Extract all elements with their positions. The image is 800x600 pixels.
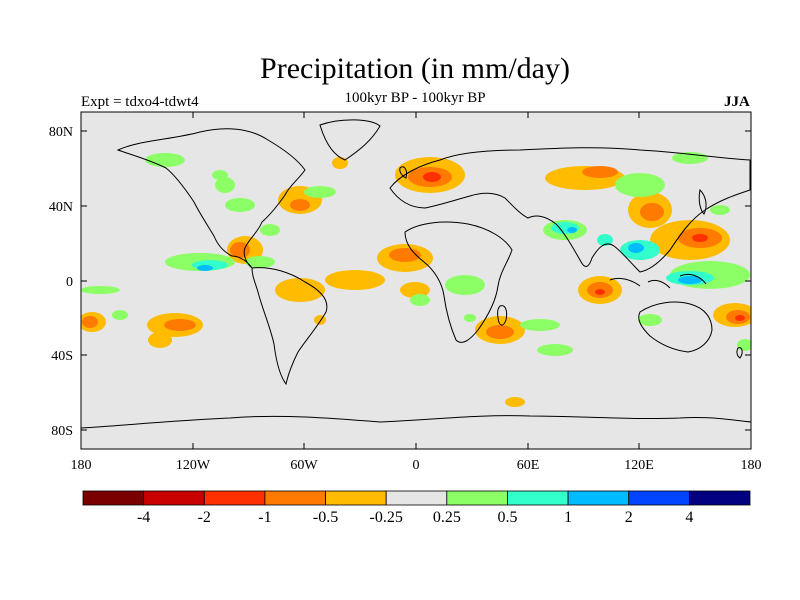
map-subtitle: 100kyr BP - 100kyr BP [344,90,486,106]
lon-label: 0 [413,458,420,473]
colorbar-swatch [143,490,205,506]
colorbar-swatch [628,490,690,506]
colorbar-swatch [567,490,630,506]
lon-label: 180 [71,458,92,473]
experiment-label: Expt = tdxo4-tdwt4 [81,94,199,110]
colorbar-swatch [446,490,508,506]
lon-label: 120W [176,458,211,473]
lat-label: 80N [49,125,73,140]
colorbar-swatch [688,490,751,506]
coastlines [81,119,751,429]
map-title: Precipitation (in mm/day) [260,52,570,85]
colorbar-label: 2 [625,509,633,526]
colorbar-swatch [203,490,266,506]
colorbar: -4 -2 -1 -0.5 -0.25 0.25 0.5 1 2 4 [82,490,751,526]
colorbar-label: 4 [685,509,693,526]
colorbar-swatch [507,490,569,506]
lat-label: 40N [49,200,73,215]
colorbar-swatch [385,490,448,506]
lat-labels: 80N 40N 0 40S 80S [49,125,73,439]
colorbar-swatch [82,490,145,506]
lon-label: 120E [624,458,654,473]
colorbar-label: 0.25 [433,509,461,526]
anomaly-field [81,119,751,429]
colorbar-label: -0.25 [370,509,403,526]
lat-label: 40S [51,349,73,364]
colorbar-swatch [264,490,326,506]
lon-label: 180 [741,458,762,473]
negative-anomaly-strong [423,172,745,321]
lon-labels: 180 120W 60W 0 60E 120E 180 [71,458,762,473]
season-label: JJA [724,94,750,110]
colorbar-label: 0.5 [497,509,517,526]
lat-ticks [81,130,751,431]
lon-label: 60W [290,458,318,473]
lon-label: 60E [517,458,540,473]
colorbar-label: 1 [564,509,572,526]
lon-ticks [192,112,640,449]
lat-label: 0 [66,275,73,290]
colorbar-label: -1 [258,509,271,526]
colorbar-label: -4 [137,509,150,526]
positive-anomaly-strong [197,227,702,284]
colorbar-label: -2 [198,509,211,526]
lat-label: 80S [51,424,73,439]
colorbar-label: -0.5 [313,509,338,526]
colorbar-swatch [325,490,387,506]
